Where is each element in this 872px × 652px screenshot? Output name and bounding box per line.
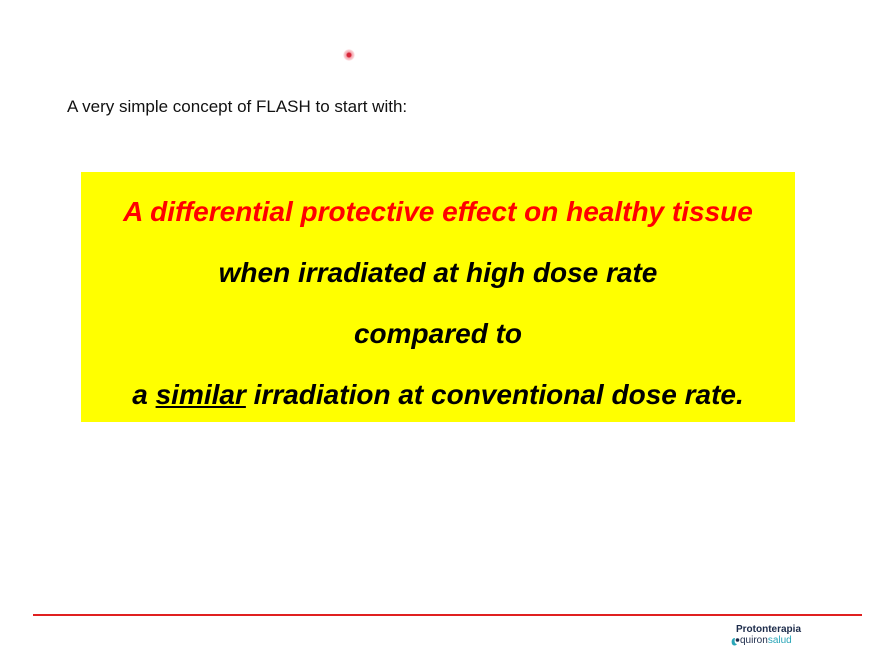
intro-text: A very simple concept of FLASH to start … (67, 97, 408, 116)
logo-title: Protonterapia (736, 624, 802, 635)
headline-line-4: a similar irradiation at conventional do… (81, 379, 795, 411)
headline-line-3: compared to (353, 318, 523, 349)
highlight-box: A differential protective effect on heal… (81, 172, 795, 422)
headline-line-2: when irradiated at high dose rate (218, 257, 658, 288)
protonterapia-logo: Protonterapia quironsalud (730, 624, 820, 648)
laser-pointer-icon (343, 49, 355, 61)
logo-sub-quiron: quiron (740, 635, 768, 646)
line-4-suffix: irradiation at conventional dose rate. (245, 379, 744, 410)
headline-line-1: A differential protective effect on heal… (123, 196, 753, 227)
logo-subtitle: quironsalud (740, 635, 792, 646)
emphasis-similar: similar (155, 379, 246, 410)
logo-sub-salud: salud (767, 635, 792, 646)
footer-divider (33, 614, 862, 616)
line-4-prefix: a (132, 379, 156, 410)
quironsalud-logo-icon (731, 638, 740, 646)
